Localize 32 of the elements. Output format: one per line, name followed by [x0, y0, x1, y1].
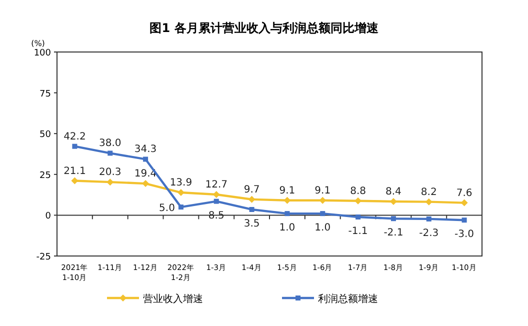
data-label: 9.7 [244, 184, 260, 196]
y-tick-label: 25 [40, 170, 51, 181]
legend-label: 利润总额增速 [318, 293, 378, 305]
chart-title: 图1 各月累计营业收入与利润总额同比增速 [150, 21, 380, 35]
data-label: 20.3 [98, 167, 122, 178]
data-label: -2.3 [419, 228, 439, 239]
data-label: 8.8 [350, 186, 366, 197]
data-label: 1.0 [314, 222, 331, 234]
y-axis-title: (%) [31, 39, 45, 48]
data-label: 1.0 [279, 222, 296, 234]
data-label: 12.7 [205, 179, 228, 190]
data-label: 3.5 [244, 218, 260, 230]
data-label: -3.0 [454, 229, 474, 240]
data-label: 7.6 [456, 188, 472, 199]
legend-label: 营业收入增速 [143, 293, 203, 305]
data-label: -2.1 [384, 228, 404, 239]
data-label: 38.0 [98, 138, 122, 150]
data-label: 9.1 [314, 185, 331, 196]
y-tick-label: 50 [40, 130, 52, 140]
data-label: 34.3 [134, 144, 157, 156]
data-label: 8.2 [420, 186, 437, 198]
y-tick-label: 0 [45, 212, 52, 222]
y-tick-label: 75 [40, 89, 51, 100]
data-label: -1.1 [348, 226, 368, 237]
data-label: 9.1 [279, 185, 296, 196]
data-label: 13.9 [170, 178, 192, 189]
data-label: 21.1 [64, 166, 86, 177]
data-label: 5.0 [159, 203, 175, 214]
y-tick-label: -25 [36, 252, 51, 262]
y-tick-label: 100 [34, 48, 52, 58]
data-label: 8.4 [386, 186, 402, 198]
data-label: 42.2 [64, 131, 86, 142]
